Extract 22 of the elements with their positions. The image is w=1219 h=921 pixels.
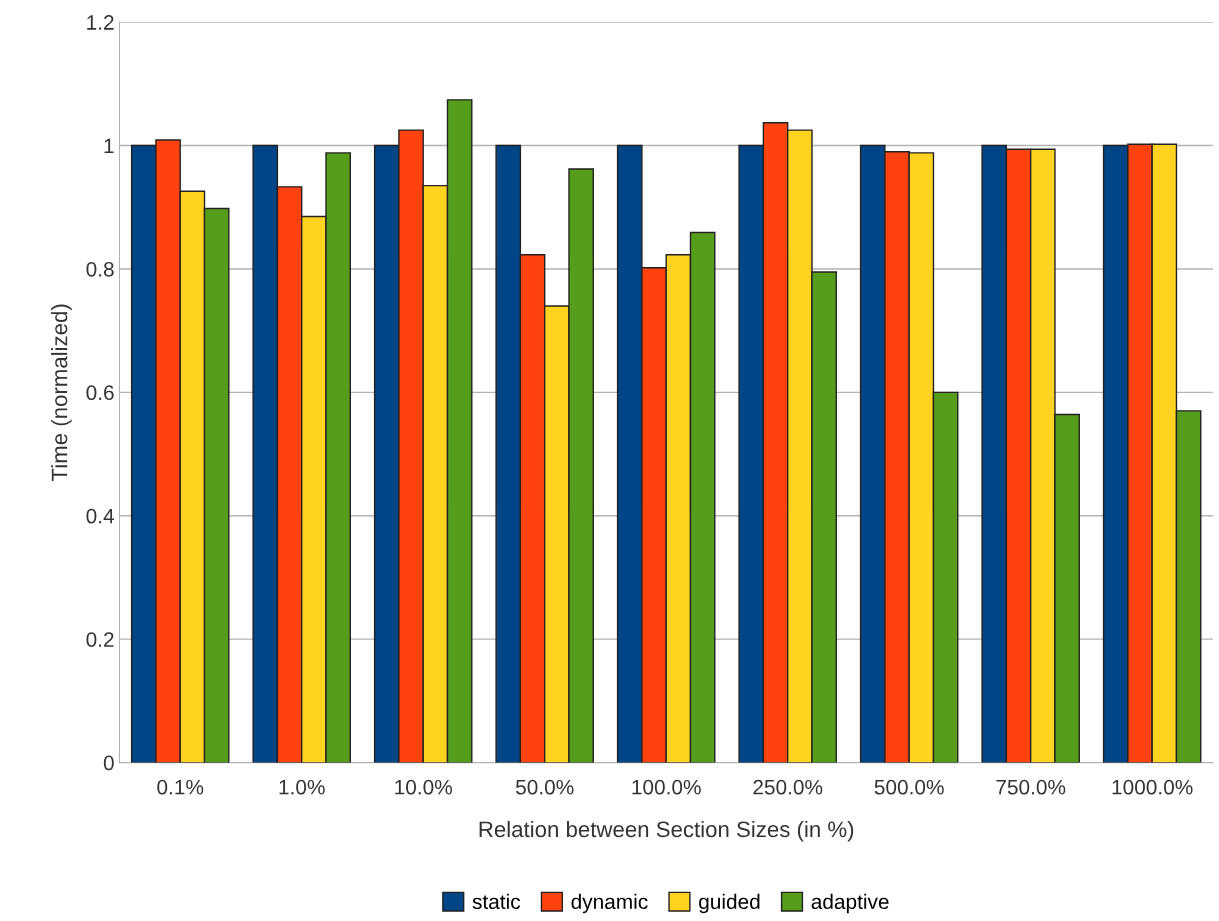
y-tick-label: 0.6 <box>86 385 114 401</box>
y-tick-label: 0.2 <box>86 632 114 647</box>
legend-label: guided <box>699 893 760 914</box>
legend-label: static <box>472 893 521 910</box>
x-tick-label: 100.0% <box>632 779 701 795</box>
y-tick-label: 0 <box>103 755 114 771</box>
x-tick-label: 0.1% <box>157 779 204 795</box>
y-tick-label: 0.4 <box>86 508 114 524</box>
x-tick-label: 50.0% <box>515 779 574 795</box>
legend-label: adaptive <box>811 893 889 914</box>
x-tick-label: 1.0% <box>279 779 325 795</box>
x-tick-label: 750.0% <box>996 779 1066 795</box>
x-tick-label: 1000.0% <box>1112 779 1193 795</box>
y-axis-title: Time (normalized) <box>51 304 72 481</box>
x-tick-label: 500.0% <box>874 779 944 795</box>
y-tick-label: 1 <box>104 138 114 154</box>
x-tick-label: 10.0% <box>395 779 452 795</box>
y-tick-label: 1.2 <box>87 15 114 30</box>
y-tick-label: 0.8 <box>86 261 114 277</box>
legend-label: dynamic <box>571 893 648 914</box>
x-axis-title: Relation between Section Sizes (in %) <box>479 820 854 842</box>
x-tick-label: 250.0% <box>753 779 823 795</box>
